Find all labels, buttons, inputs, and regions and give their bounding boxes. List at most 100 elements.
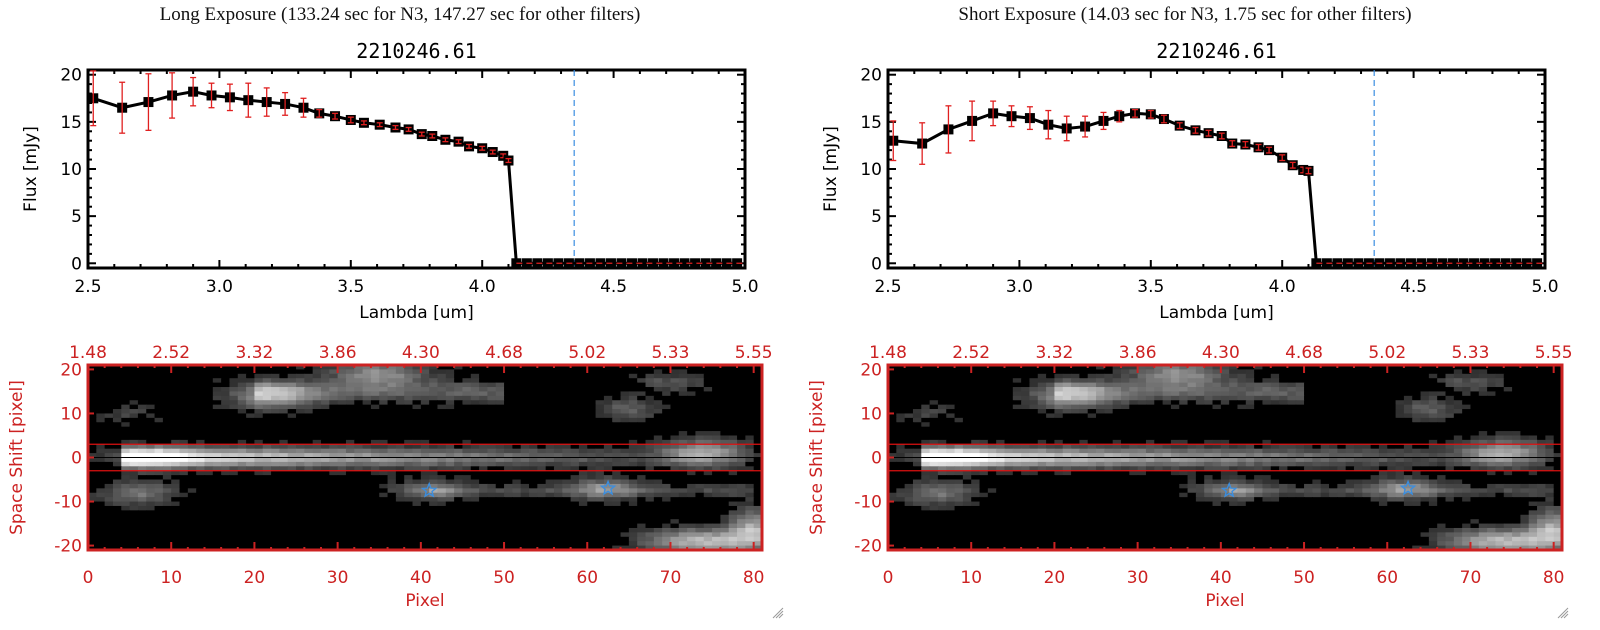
- heatmap-cell: [112, 382, 122, 388]
- x-tick-label: 4.0: [1269, 277, 1296, 297]
- heatmap-cell: [470, 519, 480, 525]
- heatmap-cell: [370, 382, 380, 388]
- heatmap-cell: [512, 541, 522, 547]
- heatmap-cell: [1279, 378, 1289, 384]
- heatmap-cell: [212, 536, 222, 542]
- heatmap-cell: [104, 395, 114, 401]
- heatmap-cell: [537, 492, 547, 498]
- heatmap-cell: [487, 536, 497, 542]
- heatmap-cell: [470, 532, 480, 538]
- heatmap-cell: [720, 409, 730, 415]
- heatmap-cell: [121, 439, 131, 445]
- heatmap-cell: [695, 426, 705, 432]
- heatmap-cell: [1112, 365, 1122, 371]
- heatmap-cell: [370, 497, 380, 503]
- heatmap-cell: [420, 453, 430, 459]
- heatmap-cell: [437, 387, 447, 393]
- heatmap-cell: [262, 541, 272, 547]
- heatmap-cell: [929, 387, 939, 393]
- data-point: [1458, 258, 1469, 269]
- heatmap-cell: [620, 541, 630, 547]
- heatmap-cell: [553, 541, 563, 547]
- heatmap-cell: [129, 404, 139, 410]
- heatmap-cell: [1012, 365, 1022, 371]
- heatmap-cell: [304, 426, 314, 432]
- heatmap-cell: [896, 413, 906, 419]
- heatmap-cell: [529, 492, 538, 498]
- heatmap-cell: [262, 466, 272, 472]
- heatmap-cell: [204, 400, 214, 406]
- heatmap-cell: [595, 541, 605, 547]
- heatmap-cell: [637, 479, 647, 485]
- heatmap-cell: [221, 387, 231, 393]
- heatmap-cell: [645, 497, 655, 503]
- heatmap-cell: [1096, 404, 1105, 410]
- heatmap-cell: [678, 479, 688, 485]
- heatmap-cell: [1220, 400, 1230, 406]
- heatmap-cell: [337, 448, 347, 454]
- heatmap-cell: [662, 532, 672, 538]
- heatmap-cell: [896, 373, 906, 379]
- heatmap-cell: [88, 457, 97, 463]
- heatmap-cell: [146, 448, 156, 454]
- heatmap-cell: [628, 439, 638, 445]
- heatmap-cell: [379, 387, 389, 393]
- heatmap-cell: [712, 439, 721, 445]
- heatmap-cell: [1470, 395, 1480, 401]
- heatmap-cell: [379, 404, 389, 410]
- heatmap-cell: [229, 541, 239, 547]
- heatmap-cell: [1137, 369, 1147, 375]
- heatmap-cell: [246, 373, 256, 379]
- heatmap-cell: [587, 532, 597, 538]
- heatmap-cell: [603, 378, 613, 384]
- heatmap-cell: [329, 378, 339, 384]
- heatmap-cell: [670, 527, 680, 533]
- heatmap-cell: [329, 448, 339, 454]
- heatmap-cell: [196, 444, 206, 450]
- heatmap-cell: [171, 382, 181, 388]
- heatmap-cell: [187, 378, 197, 384]
- heatmap-cell: [1428, 369, 1438, 375]
- heatmap-cell: [712, 470, 721, 476]
- heatmap-cell: [979, 373, 989, 379]
- resize-grip-icon[interactable]: [770, 605, 784, 619]
- heatmap-cell: [246, 510, 256, 516]
- heatmap-cell: [370, 400, 380, 406]
- heatmap-cell: [154, 514, 164, 520]
- heatmap-cell: [587, 387, 597, 393]
- heatmap-cell: [1179, 373, 1189, 379]
- heatmap-cell: [537, 501, 547, 507]
- heatmap-cell: [96, 378, 106, 384]
- heatmap-cell: [612, 475, 622, 481]
- heatmap-cell: [1054, 400, 1064, 406]
- heatmap-cell: [96, 426, 106, 432]
- heatmap-cell: [670, 466, 680, 472]
- heatmap-cell: [137, 422, 147, 428]
- heatmap-cell: [404, 492, 414, 498]
- heatmap-cell: [437, 400, 447, 406]
- heatmap-cell: [470, 404, 480, 410]
- heatmap-cell: [753, 479, 763, 485]
- heatmap-cell: [312, 382, 322, 388]
- heatmap-cell: [171, 457, 181, 463]
- heatmap-cell: [1353, 400, 1363, 406]
- heatmap-cell: [362, 391, 372, 397]
- heatmap-cell: [687, 435, 697, 441]
- heatmap-cell: [171, 545, 181, 551]
- heatmap-cell: [204, 532, 214, 538]
- heatmap-cell: [246, 413, 256, 419]
- heatmap-cell: [695, 391, 705, 397]
- heatmap-cell: [254, 475, 264, 481]
- heatmap-cell: [1337, 373, 1347, 379]
- heatmap-cell: [1428, 387, 1438, 393]
- heatmap-cell: [687, 439, 697, 445]
- heatmap-cell: [88, 448, 97, 454]
- heatmap-cell: [437, 523, 447, 529]
- heatmap-cell: [720, 378, 730, 384]
- heatmap-cell: [578, 501, 588, 507]
- heatmap-cell: [287, 492, 297, 498]
- heatmap-cell: [212, 435, 222, 441]
- heatmap-cell: [628, 422, 638, 428]
- heatmap-cell: [570, 545, 580, 551]
- heatmap-cell: [937, 365, 947, 371]
